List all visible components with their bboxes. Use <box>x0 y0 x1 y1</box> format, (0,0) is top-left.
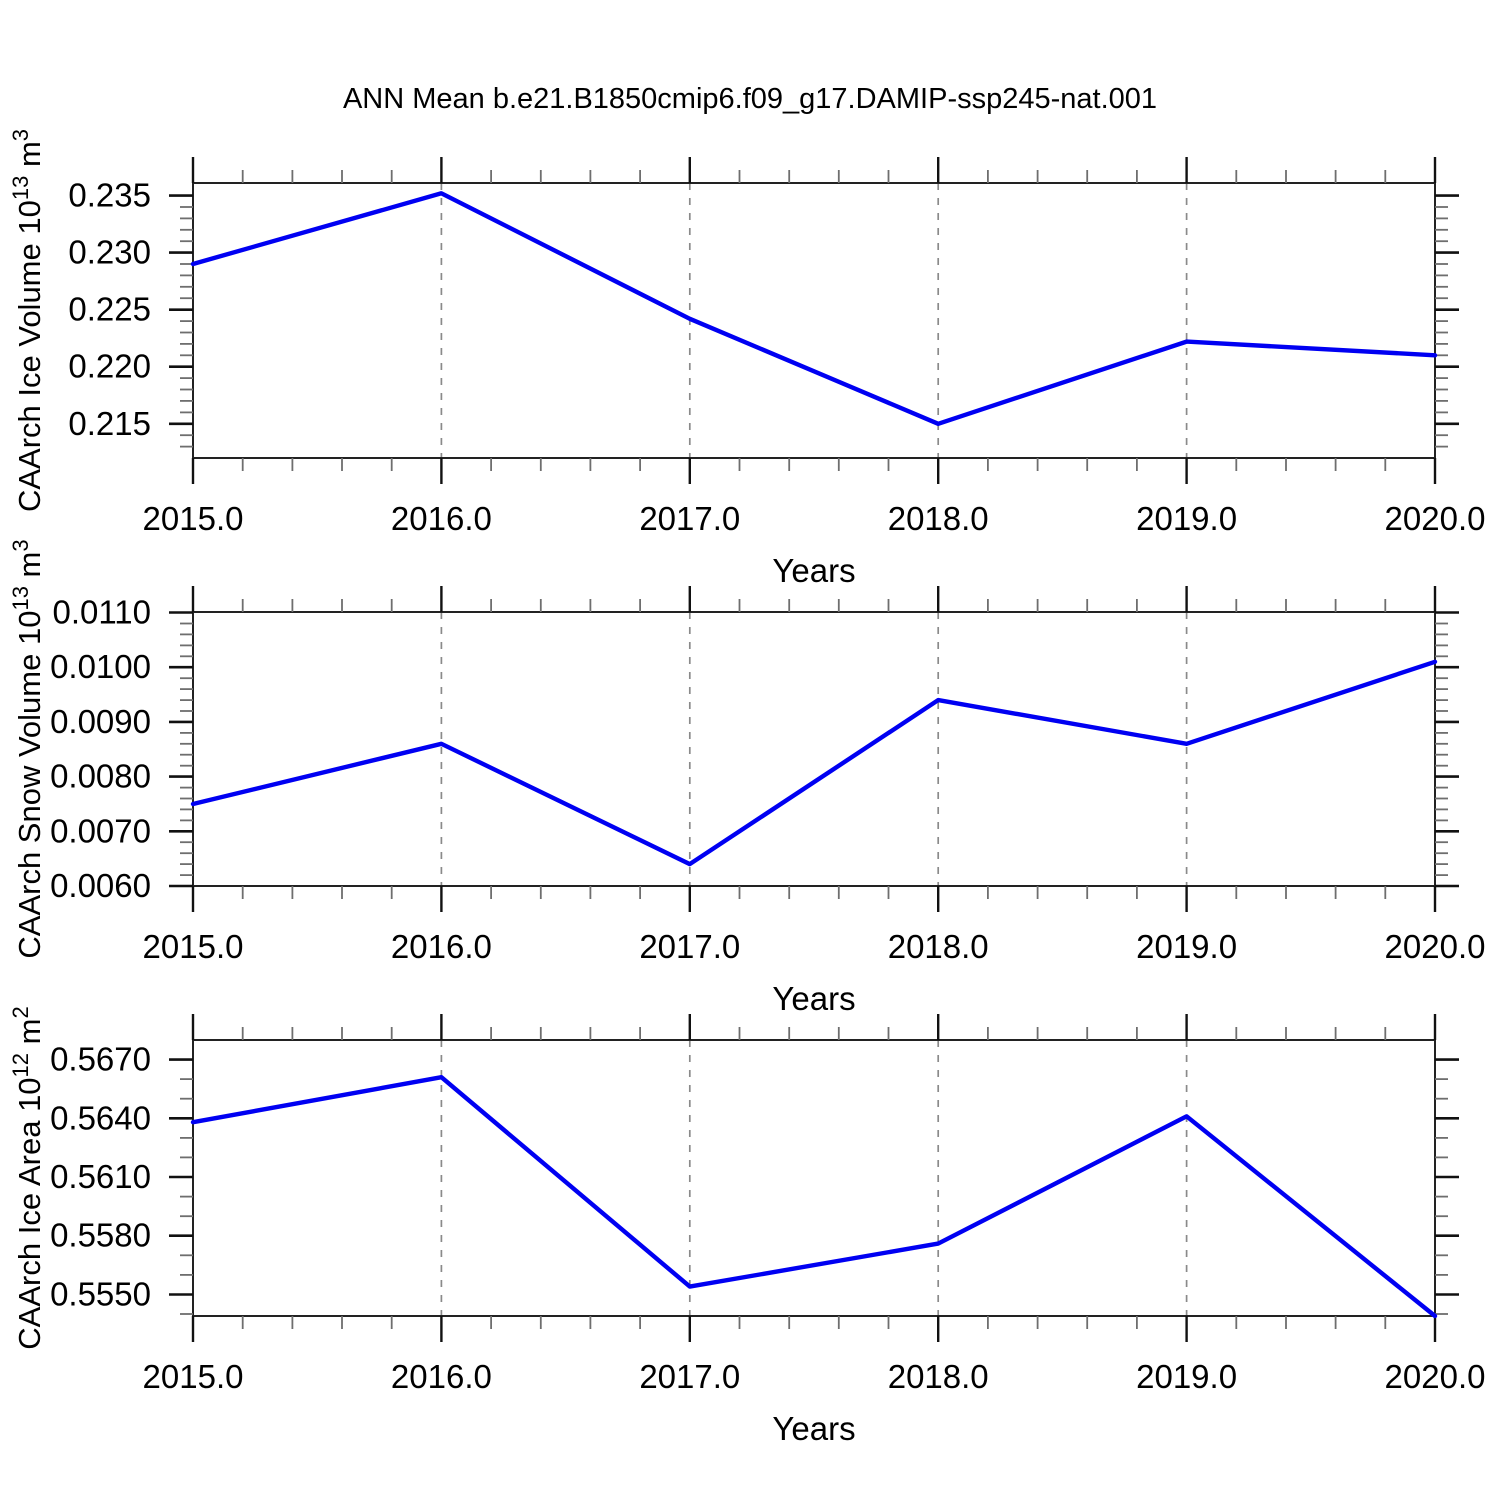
chart-1-xtick-labels: 2015.0 2016.0 2017.0 2018.0 2019.0 2020.0 <box>143 500 1486 537</box>
svg-text:0.225: 0.225 <box>68 291 151 328</box>
svg-text:2018.0: 2018.0 <box>888 928 989 965</box>
svg-text:0.215: 0.215 <box>68 405 151 442</box>
chart-1-grid <box>440 183 1188 458</box>
chart-1-frame <box>192 182 1436 459</box>
svg-text:2018.0: 2018.0 <box>888 500 989 537</box>
chart-1-series-line <box>190 191 1438 426</box>
chart-2-xaxis-title: Years <box>772 980 855 1017</box>
svg-text:2017.0: 2017.0 <box>639 928 740 965</box>
svg-text:2017.0: 2017.0 <box>639 500 740 537</box>
chart-2-xtick-labels: 2015.0 2016.0 2017.0 2018.0 2019.0 2020.0 <box>143 928 1486 965</box>
chart-2-ticks <box>169 586 1459 912</box>
svg-text:2019.0: 2019.0 <box>1136 928 1237 965</box>
svg-text:2020.0: 2020.0 <box>1385 1358 1486 1395</box>
svg-text:0.5670: 0.5670 <box>50 1041 151 1078</box>
svg-text:2016.0: 2016.0 <box>391 1358 492 1395</box>
svg-text:0.0070: 0.0070 <box>50 812 151 849</box>
chart-1-ticks <box>169 157 1459 484</box>
svg-text:2020.0: 2020.0 <box>1385 928 1486 965</box>
svg-text:2015.0: 2015.0 <box>143 500 244 537</box>
svg-text:2016.0: 2016.0 <box>391 500 492 537</box>
svg-text:0.0100: 0.0100 <box>50 648 151 685</box>
svg-text:2017.0: 2017.0 <box>639 1358 740 1395</box>
figure-title: ANN Mean b.e21.B1850cmip6.f09_g17.DAMIP-… <box>342 83 1158 115</box>
chart-3-xtick-labels: 2015.0 2016.0 2017.0 2018.0 2019.0 2020.0 <box>143 1358 1486 1395</box>
svg-text:0.5550: 0.5550 <box>50 1276 151 1313</box>
chart-3-grid <box>440 1040 1188 1316</box>
svg-text:2015.0: 2015.0 <box>143 1358 244 1395</box>
chart-2: 0.0060 0.0070 0.0080 0.0090 0.0100 0.0110 2015… <box>8 539 1485 1017</box>
chart-3: 0.5550 0.5580 0.5610 0.5640 0.5670 2015.0 2016… <box>8 1006 1485 1447</box>
chart-2-frame <box>192 611 1436 887</box>
chart-1-ytick-labels: 0.215 0.220 0.225 0.230 0.235 <box>68 177 151 442</box>
svg-text:2020.0: 2020.0 <box>1385 500 1486 537</box>
svg-text:0.0110: 0.0110 <box>53 594 151 631</box>
svg-text:2018.0: 2018.0 <box>888 1358 989 1395</box>
svg-text:0.5610: 0.5610 <box>50 1158 151 1195</box>
chart-1-xaxis-title: Years <box>772 552 855 589</box>
svg-text:0.235: 0.235 <box>68 177 151 214</box>
svg-text:0.5640: 0.5640 <box>50 1099 151 1136</box>
chart-3-series-line <box>190 1074 1438 1319</box>
svg-text:2019.0: 2019.0 <box>1136 1358 1237 1395</box>
chart-3-frame <box>192 1039 1436 1317</box>
chart-2-series-line <box>190 659 1438 867</box>
chart-3-ticks <box>169 1014 1459 1342</box>
chart-1-yaxis-title: CAArch Ice Volume 1013 m3 <box>8 129 47 512</box>
chart-2-ytick-labels: 0.0060 0.0070 0.0080 0.0090 0.0100 0.0110 <box>50 594 151 905</box>
svg-text:0.230: 0.230 <box>68 234 151 271</box>
chart-2-grid <box>440 612 1188 886</box>
svg-text:0.5580: 0.5580 <box>50 1217 151 1254</box>
svg-text:2015.0: 2015.0 <box>143 928 244 965</box>
chart-2-yaxis-title: CAArch Snow Volume 1013 m3 <box>8 539 47 958</box>
chart-3-xaxis-title: Years <box>772 1410 855 1447</box>
chart-3-yaxis-title: CAArch Ice Area 1012 m2 <box>8 1006 47 1349</box>
svg-text:2016.0: 2016.0 <box>391 928 492 965</box>
svg-text:0.0060: 0.0060 <box>50 867 151 904</box>
chart-3-ytick-labels: 0.5550 0.5580 0.5610 0.5640 0.5670 <box>50 1041 151 1313</box>
svg-text:0.220: 0.220 <box>68 348 151 385</box>
svg-text:0.0090: 0.0090 <box>50 703 151 740</box>
svg-text:2019.0: 2019.0 <box>1136 500 1237 537</box>
svg-text:0.0080: 0.0080 <box>50 758 151 795</box>
